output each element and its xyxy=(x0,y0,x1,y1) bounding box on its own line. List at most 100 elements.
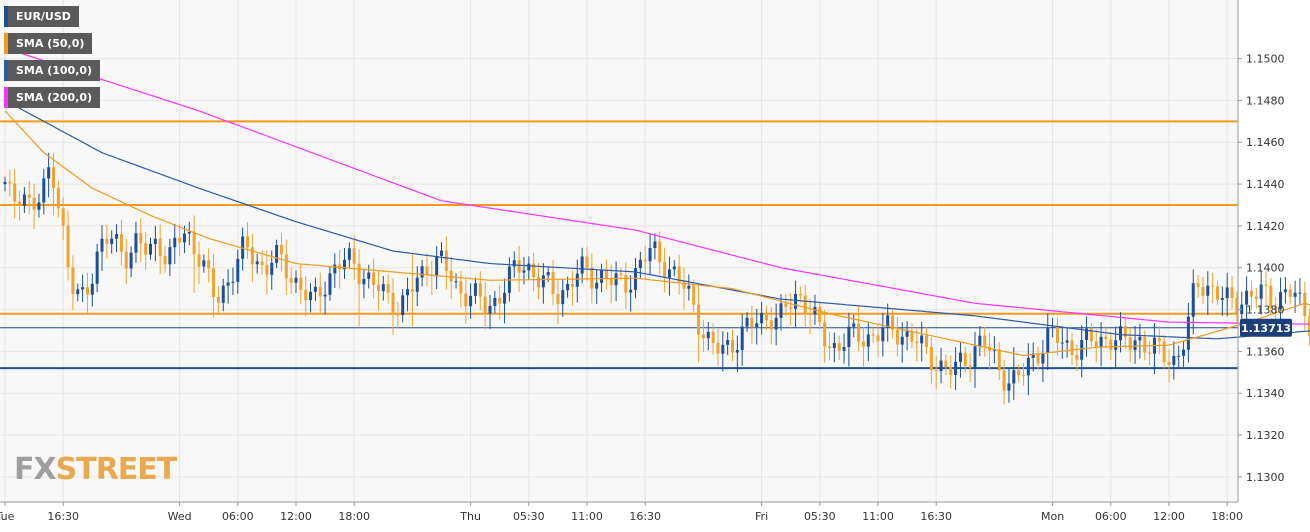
candle-body xyxy=(435,256,438,276)
candle-body xyxy=(1095,341,1098,346)
candle-body xyxy=(629,290,632,293)
y-tick-label: 1.1360 xyxy=(1246,345,1285,358)
candle-body xyxy=(1007,383,1010,390)
candle-body xyxy=(353,248,356,264)
candle-body xyxy=(304,290,307,300)
candle-body xyxy=(653,242,656,248)
candle-body xyxy=(649,248,652,261)
candle-body xyxy=(1041,353,1044,363)
candle-body xyxy=(518,260,521,272)
candle-body xyxy=(270,263,273,275)
candle-body xyxy=(663,262,666,278)
candle-body xyxy=(644,260,647,261)
candle-body xyxy=(280,245,283,254)
candle-body xyxy=(469,296,472,306)
candle-body xyxy=(159,239,162,256)
candle-body xyxy=(67,226,70,268)
candle-body xyxy=(333,265,336,274)
candle-body xyxy=(212,268,215,297)
candle-body xyxy=(261,261,264,265)
candle-body xyxy=(188,232,191,234)
candle-body xyxy=(969,366,972,368)
current-price-marker: 1.13713 xyxy=(1240,319,1292,337)
candle-body xyxy=(168,247,171,264)
candle-body xyxy=(1255,297,1258,299)
legend-symbol[interactable]: EUR/USD xyxy=(4,6,79,27)
candle-body xyxy=(1114,340,1117,350)
legend-sma200[interactable]: SMA (200,0) xyxy=(4,87,100,108)
candle-body xyxy=(8,182,11,183)
candle-body xyxy=(576,274,579,287)
candle-body xyxy=(692,286,695,305)
x-tick-label: 16:30 xyxy=(629,510,661,523)
candle-body xyxy=(726,340,729,345)
candle-body xyxy=(479,283,482,296)
x-tick-label: 06:00 xyxy=(1095,510,1127,523)
candle-body xyxy=(285,254,288,278)
legend-symbol-label: EUR/USD xyxy=(16,10,71,23)
candle-body xyxy=(595,283,598,289)
candle-body xyxy=(23,194,26,205)
candle-body xyxy=(13,183,16,201)
candle-body xyxy=(314,287,317,292)
candle-body xyxy=(547,272,550,275)
candle-body xyxy=(493,298,496,306)
candle-body xyxy=(401,295,404,315)
candle-body xyxy=(1231,287,1234,298)
candle-body xyxy=(57,188,60,208)
candle-body xyxy=(833,343,836,348)
logo-fx: FX xyxy=(14,452,56,487)
candle-body xyxy=(1037,354,1040,364)
x-tick-label: 11:00 xyxy=(862,510,894,523)
candle-body xyxy=(527,264,530,271)
candle-body xyxy=(47,167,50,178)
fxstreet-logo: FXSTREET xyxy=(14,452,176,487)
candle-body xyxy=(445,251,448,271)
candle-body xyxy=(707,332,710,338)
candle-body xyxy=(789,307,792,308)
candle-body xyxy=(392,293,395,315)
x-tick-label: 12:00 xyxy=(280,510,312,523)
candle-body xyxy=(484,297,487,314)
x-tick-label: Wed xyxy=(168,510,192,523)
candle-body xyxy=(590,268,593,289)
candle-body xyxy=(1201,287,1204,296)
candle-body xyxy=(81,287,84,289)
candle-body xyxy=(324,295,327,297)
candle-body xyxy=(964,353,967,366)
candle-body xyxy=(1017,370,1020,375)
candle-body xyxy=(275,245,278,263)
candle-body xyxy=(765,313,768,320)
candle-body xyxy=(290,278,293,282)
candle-body xyxy=(328,273,331,294)
candle-body xyxy=(571,284,574,287)
candle-body xyxy=(872,335,875,336)
candle-body xyxy=(687,286,690,289)
candle-body xyxy=(828,346,831,348)
legend-sma50-label: SMA (50,0) xyxy=(16,37,84,50)
x-tick-label: 18:00 xyxy=(1211,510,1243,523)
legend-sma50[interactable]: SMA (50,0) xyxy=(4,33,92,54)
candle-body xyxy=(978,336,981,347)
candle-body xyxy=(1168,362,1171,365)
candle-body xyxy=(207,260,210,268)
legend-sma100[interactable]: SMA (100,0) xyxy=(4,60,100,81)
candle-body xyxy=(489,306,492,314)
candle-body xyxy=(231,282,234,283)
candle-body xyxy=(28,194,31,197)
candle-body xyxy=(881,328,884,342)
candle-body xyxy=(1012,370,1015,383)
candle-body xyxy=(1216,287,1219,300)
candle-body xyxy=(134,233,137,252)
y-tick-label: 1.1320 xyxy=(1246,429,1285,442)
candle-body xyxy=(809,314,812,315)
candle-body xyxy=(416,278,419,292)
candle-body xyxy=(522,270,525,272)
candle-body xyxy=(236,259,239,282)
candle-body xyxy=(784,303,787,307)
legend-sma200-label: SMA (200,0) xyxy=(16,91,92,104)
candle-body xyxy=(459,281,462,293)
x-tick-label: 18:00 xyxy=(338,510,370,523)
candle-body xyxy=(556,294,559,304)
candle-body xyxy=(1172,356,1175,365)
